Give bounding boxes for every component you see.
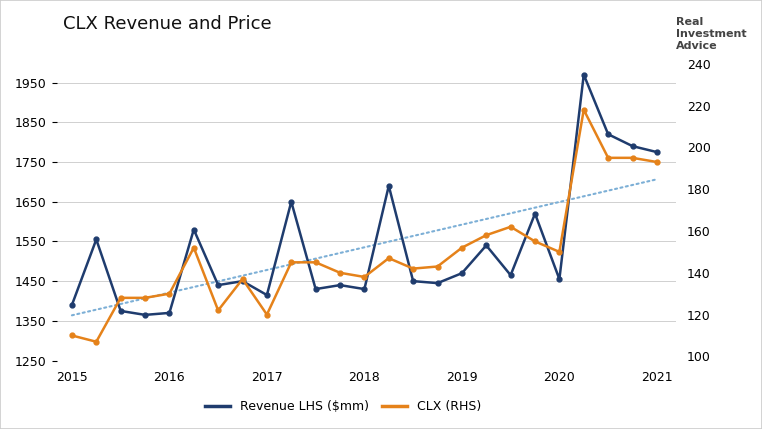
Text: Real
Investment
Advice: Real Investment Advice [677, 18, 747, 51]
Text: CLX Revenue and Price: CLX Revenue and Price [63, 15, 272, 33]
Legend: Revenue LHS ($mm), CLX (RHS): Revenue LHS ($mm), CLX (RHS) [200, 396, 486, 418]
